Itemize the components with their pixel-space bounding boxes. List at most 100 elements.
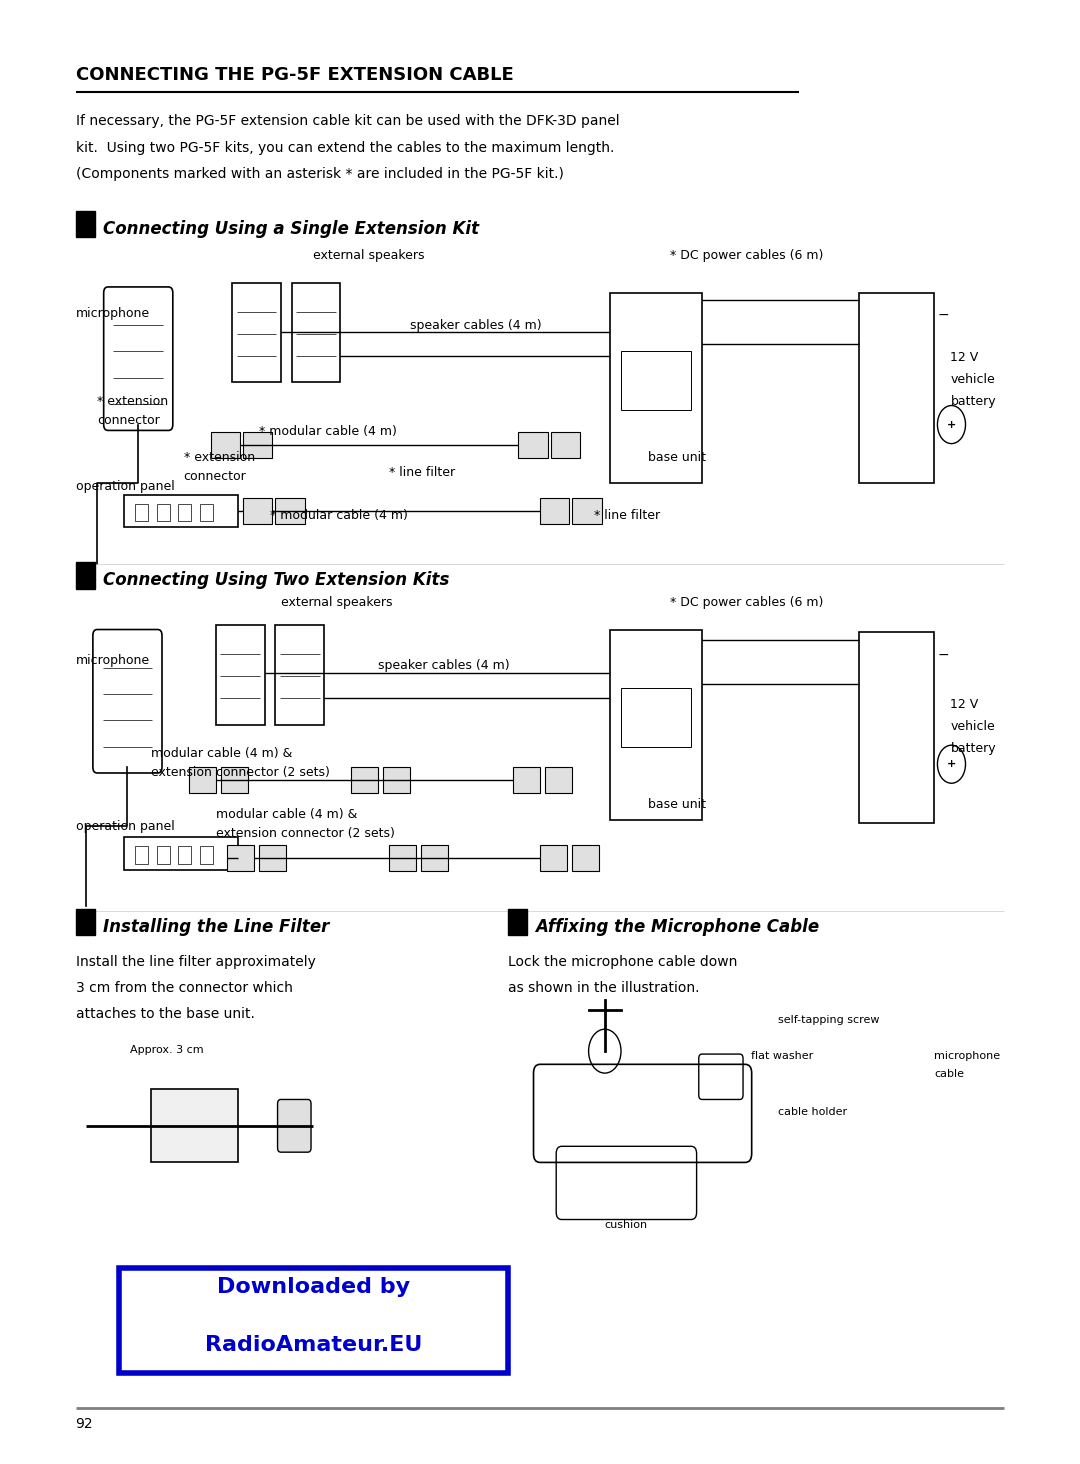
Bar [151, 1089, 238, 1162]
Text: self-tapping screw: self-tapping screw [778, 1015, 879, 1025]
Text: cable holder: cable holder [778, 1107, 847, 1117]
Bar [508, 909, 527, 935]
Text: (Components marked with an asterisk * are included in the PG-5F kit.): (Components marked with an asterisk * ar… [76, 167, 564, 182]
Text: vehicle: vehicle [950, 373, 995, 386]
Text: microphone: microphone [934, 1051, 1000, 1061]
Text: If necessary, the PG-5F extension cable kit can be used with the DFK-3D panel: If necessary, the PG-5F extension cable … [76, 114, 619, 129]
Text: Connecting Using Two Extension Kits: Connecting Using Two Extension Kits [103, 571, 449, 589]
Bar [135, 846, 148, 864]
Bar [232, 283, 281, 382]
Bar [211, 432, 240, 458]
Text: +: + [947, 420, 956, 429]
Text: speaker cables (4 m): speaker cables (4 m) [410, 319, 542, 332]
Bar [178, 846, 191, 864]
Text: Install the line filter approximately: Install the line filter approximately [76, 955, 315, 969]
Text: microphone: microphone [76, 654, 150, 668]
Bar [275, 498, 305, 524]
Bar [383, 767, 410, 793]
Text: Affixing the Microphone Cable: Affixing the Microphone Cable [535, 918, 819, 935]
Bar [76, 562, 95, 589]
Text: 92: 92 [76, 1417, 93, 1432]
Text: * line filter: * line filter [389, 466, 455, 479]
Bar [859, 632, 934, 823]
Text: RadioAmateur.EU: RadioAmateur.EU [204, 1335, 422, 1354]
Text: +: + [947, 760, 956, 769]
FancyBboxPatch shape [119, 1268, 508, 1373]
Bar [200, 846, 213, 864]
Text: Installing the Line Filter: Installing the Line Filter [103, 918, 329, 935]
Bar [135, 504, 148, 521]
Bar [572, 498, 602, 524]
Text: * modular cable (4 m): * modular cable (4 m) [270, 509, 408, 523]
Bar [540, 845, 567, 871]
Text: 12 V: 12 V [950, 351, 978, 365]
Text: as shown in the illustration.: as shown in the illustration. [508, 981, 699, 996]
Bar [124, 837, 238, 870]
Text: base unit: base unit [648, 451, 706, 464]
Text: speaker cables (4 m): speaker cables (4 m) [378, 659, 510, 672]
Text: cable: cable [934, 1069, 964, 1079]
Text: attaches to the base unit.: attaches to the base unit. [76, 1007, 255, 1022]
Text: operation panel: operation panel [76, 820, 174, 833]
Text: flat washer: flat washer [751, 1051, 813, 1061]
Bar [243, 498, 272, 524]
Bar [518, 432, 548, 458]
Bar [621, 351, 691, 410]
Bar [200, 504, 213, 521]
Text: Approx. 3 cm: Approx. 3 cm [130, 1045, 203, 1056]
Bar [421, 845, 448, 871]
Bar [178, 504, 191, 521]
Text: battery: battery [950, 395, 996, 408]
Text: CONNECTING THE PG-5F EXTENSION CABLE: CONNECTING THE PG-5F EXTENSION CABLE [76, 66, 513, 83]
Text: cushion: cushion [605, 1220, 648, 1230]
Bar [189, 767, 216, 793]
Text: microphone: microphone [76, 307, 150, 321]
Bar [157, 504, 170, 521]
Bar [572, 845, 599, 871]
Bar [292, 283, 340, 382]
Text: modular cable (4 m) &: modular cable (4 m) & [151, 747, 293, 760]
Bar [389, 845, 416, 871]
Text: external speakers: external speakers [313, 249, 424, 262]
Text: * DC power cables (6 m): * DC power cables (6 m) [670, 596, 823, 609]
Text: kit.  Using two PG-5F kits, you can extend the cables to the maximum length.: kit. Using two PG-5F kits, you can exten… [76, 141, 613, 155]
Bar [157, 846, 170, 864]
Bar [610, 293, 702, 483]
Text: extension connector (2 sets): extension connector (2 sets) [151, 766, 330, 779]
Text: 12 V: 12 V [950, 698, 978, 712]
Bar [610, 630, 702, 820]
Text: external speakers: external speakers [281, 596, 392, 609]
Bar [243, 432, 272, 458]
Bar [551, 432, 580, 458]
Bar [621, 688, 691, 747]
Text: * DC power cables (6 m): * DC power cables (6 m) [670, 249, 823, 262]
Text: base unit: base unit [648, 798, 706, 811]
Text: −: − [937, 647, 949, 662]
Text: modular cable (4 m) &: modular cable (4 m) & [216, 808, 357, 821]
Text: extension connector (2 sets): extension connector (2 sets) [216, 827, 395, 840]
Text: operation panel: operation panel [76, 480, 174, 493]
Text: vehicle: vehicle [950, 720, 995, 733]
Text: * extension: * extension [97, 395, 168, 408]
Bar [259, 845, 286, 871]
Bar [227, 845, 254, 871]
Text: * extension: * extension [184, 451, 255, 464]
FancyBboxPatch shape [278, 1099, 311, 1152]
Bar [545, 767, 572, 793]
Text: * line filter: * line filter [594, 509, 660, 523]
Bar [216, 625, 265, 725]
Text: Downloaded by: Downloaded by [217, 1277, 409, 1297]
Text: Connecting Using a Single Extension Kit: Connecting Using a Single Extension Kit [103, 220, 478, 237]
Text: connector: connector [97, 414, 160, 427]
Text: −: − [937, 307, 949, 322]
Text: 3 cm from the connector which: 3 cm from the connector which [76, 981, 293, 996]
Bar [513, 767, 540, 793]
Text: connector: connector [184, 470, 246, 483]
Text: * modular cable (4 m): * modular cable (4 m) [259, 425, 397, 438]
Bar [540, 498, 569, 524]
Bar [124, 495, 238, 527]
Bar [221, 767, 248, 793]
Text: Lock the microphone cable down: Lock the microphone cable down [508, 955, 737, 969]
Bar [76, 909, 95, 935]
Bar [859, 293, 934, 483]
